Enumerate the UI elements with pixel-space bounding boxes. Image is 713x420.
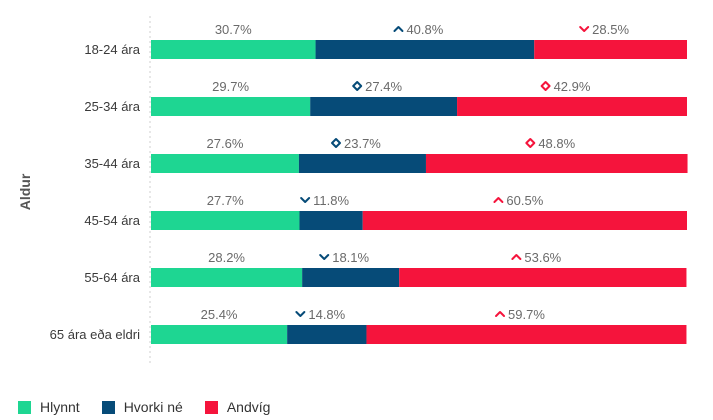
bar-segment[interactable] xyxy=(151,97,311,116)
legend-swatch-andvig xyxy=(204,400,218,414)
bar-segment[interactable] xyxy=(151,211,300,230)
legend-item-hlynnt[interactable]: Hlynnt xyxy=(18,399,80,415)
data-label: 11.8% xyxy=(313,193,349,208)
data-label: 28.5% xyxy=(592,22,629,37)
chevron-up-icon xyxy=(493,197,504,203)
category-label: 18-24 ára xyxy=(84,42,140,57)
bar-segment[interactable] xyxy=(315,40,535,59)
legend-label-hlynnt: Hlynnt xyxy=(40,399,80,415)
bar-segment[interactable] xyxy=(151,40,316,59)
legend-label-andvig: Andvíg xyxy=(226,399,271,415)
bar-segment[interactable] xyxy=(298,154,426,173)
bar-segment[interactable] xyxy=(151,325,288,344)
data-label: 27.6% xyxy=(207,136,244,151)
legend-label-hvorki-ne: Hvorki né xyxy=(123,399,183,415)
legend-swatch-hvorki-ne xyxy=(101,400,115,414)
diamond-icon xyxy=(352,81,363,91)
bar-segment[interactable] xyxy=(151,154,299,173)
data-label: 42.9% xyxy=(554,79,591,94)
legend-item-andvig[interactable]: Andvíg xyxy=(204,399,271,415)
category-label: 55-64 ára xyxy=(84,270,140,285)
legend-item-hvorki-ne[interactable]: Hvorki né xyxy=(101,399,183,415)
category-label: 25-34 ára xyxy=(84,99,140,114)
chevron-down-icon xyxy=(579,26,590,32)
bar-segment[interactable] xyxy=(457,97,687,116)
legend-swatch-hlynnt xyxy=(18,400,31,414)
stacked-bar-chart: Aldur 18-24 ára 30.7% 40.8% 28.5% 25-34 ára 2… xyxy=(17,16,688,366)
chevron-up-icon xyxy=(511,254,522,260)
data-label: 29.7% xyxy=(212,79,249,94)
data-label: 14.8% xyxy=(308,307,345,322)
data-label: 18.1% xyxy=(332,250,369,265)
chevron-down-icon xyxy=(319,254,330,260)
bar-segment[interactable] xyxy=(310,97,458,116)
category-label: 45-54 ára xyxy=(84,213,140,228)
data-label: 28.2% xyxy=(208,250,245,265)
data-label: 53.6% xyxy=(524,250,561,265)
diamond-icon xyxy=(525,138,536,148)
bar-segment[interactable] xyxy=(151,268,303,287)
data-label: 23.7% xyxy=(344,136,381,151)
data-label: 27.7% xyxy=(207,193,244,208)
data-label: 27.4% xyxy=(365,79,402,94)
bar-segment[interactable] xyxy=(302,268,400,287)
y-axis-label: Aldur xyxy=(17,173,33,210)
bar-segment[interactable] xyxy=(425,154,688,173)
data-label: 40.8% xyxy=(406,22,443,37)
diamond-icon xyxy=(540,81,551,91)
data-label: 30.7% xyxy=(215,22,252,37)
legend: Hlynnt Hvorki né Andvíg xyxy=(18,399,292,415)
data-label: 25.4% xyxy=(201,307,238,322)
chevron-up-icon xyxy=(495,311,506,317)
chevron-down-icon xyxy=(300,197,311,203)
chevron-down-icon xyxy=(295,311,306,317)
bar-segment[interactable] xyxy=(362,211,687,230)
category-label: 65 ára eða eldri xyxy=(50,327,140,342)
data-label: 60.5% xyxy=(506,193,543,208)
data-label: 59.7% xyxy=(508,307,545,322)
bar-segment[interactable] xyxy=(366,325,687,344)
chevron-up-icon xyxy=(393,26,404,32)
bar-segment[interactable] xyxy=(287,325,367,344)
diamond-icon xyxy=(331,138,342,148)
bar-segment[interactable] xyxy=(534,40,687,59)
bar-segment[interactable] xyxy=(399,268,687,287)
data-label: 48.8% xyxy=(538,136,575,151)
category-label: 35-44 ára xyxy=(84,156,140,171)
bar-segment[interactable] xyxy=(299,211,363,230)
